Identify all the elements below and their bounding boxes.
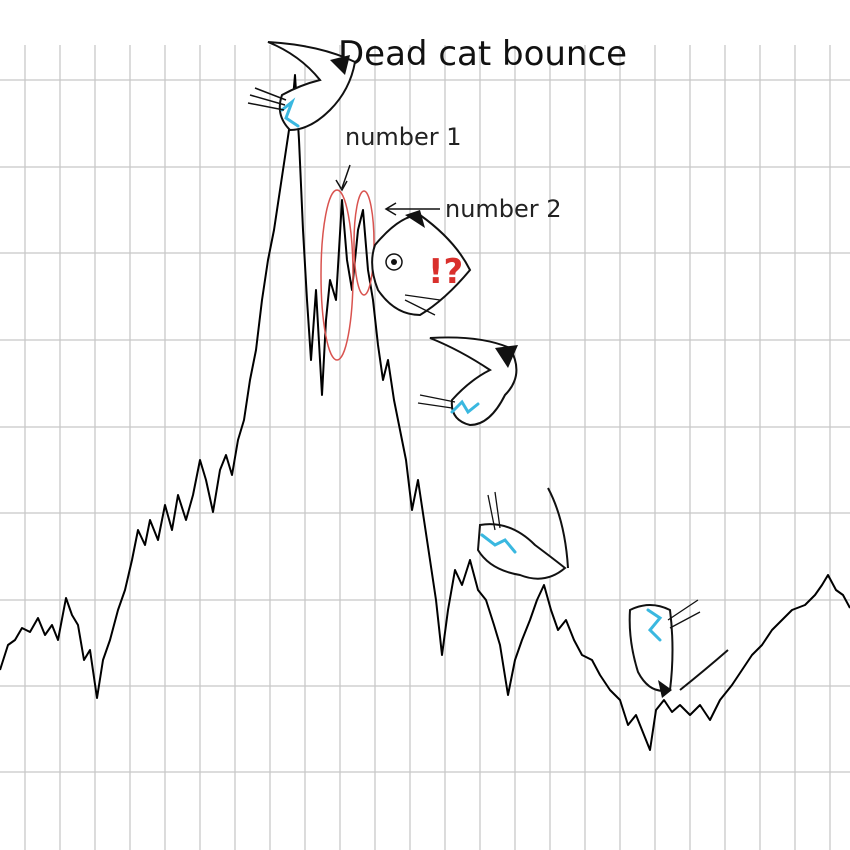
cat-top — [247, 41, 357, 132]
arrowhead — [335, 179, 348, 192]
arrow — [341, 164, 351, 189]
title: Dead cat bounce — [338, 34, 627, 74]
exclamation: !? — [428, 252, 463, 292]
highlight-ellipse — [320, 189, 354, 361]
cat-ground — [476, 487, 569, 580]
price-line — [0, 74, 850, 751]
grid-paper — [0, 45, 850, 850]
annotation: number 1 — [345, 123, 462, 151]
annotation: number 2 — [445, 195, 562, 223]
cat-bottom — [628, 599, 729, 698]
cat-surprised: !? — [371, 210, 472, 317]
cat-falling — [417, 336, 518, 427]
highlight-ellipse — [353, 190, 375, 296]
arrowhead — [384, 202, 397, 216]
